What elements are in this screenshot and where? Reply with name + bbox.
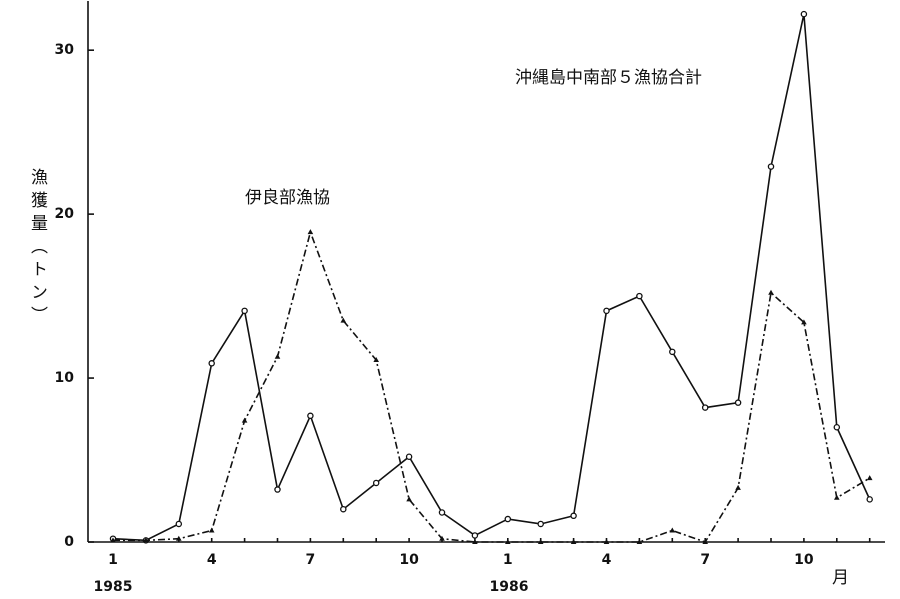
point — [241, 417, 248, 423]
point — [274, 486, 281, 493]
x-tick-label: 4 — [207, 552, 217, 568]
series-line — [113, 229, 871, 543]
x-unit-label: 月 — [832, 568, 849, 588]
point — [175, 520, 183, 528]
x-tick-label: 1 — [503, 552, 513, 568]
point — [274, 353, 281, 359]
point — [406, 496, 412, 502]
x-tick-label: 7 — [700, 552, 710, 568]
point — [866, 475, 873, 481]
y-tick-label: 20 — [55, 206, 75, 222]
point — [537, 539, 544, 544]
point — [340, 505, 347, 513]
y-tick-label: 10 — [55, 370, 75, 386]
point — [636, 539, 643, 544]
x-tick-label: 1 — [108, 552, 118, 568]
point — [110, 537, 116, 543]
series-label: 伊良部漁協 — [245, 188, 330, 208]
point — [208, 527, 215, 533]
point — [439, 535, 445, 541]
x-tick-label: 10 — [399, 552, 419, 568]
point — [768, 289, 774, 295]
x-tick-label: 7 — [306, 552, 316, 568]
point — [570, 512, 577, 520]
point — [866, 496, 873, 503]
point — [734, 399, 742, 406]
point — [176, 535, 182, 541]
y-axis-label: 漁獲量（トン） — [27, 168, 48, 329]
point — [702, 539, 708, 544]
x-tick-label: 10 — [794, 552, 814, 568]
point — [834, 494, 840, 500]
point — [505, 539, 511, 544]
point — [603, 307, 610, 315]
point — [603, 539, 610, 544]
point — [701, 404, 709, 411]
point — [143, 537, 149, 543]
point — [340, 317, 347, 323]
point — [241, 307, 248, 315]
point — [405, 453, 413, 461]
point — [669, 527, 676, 533]
point — [570, 539, 577, 544]
point — [669, 348, 676, 356]
point — [504, 515, 512, 523]
year-label: 1985 — [94, 579, 133, 595]
point — [801, 319, 807, 325]
point — [537, 520, 544, 528]
point — [636, 292, 643, 300]
point — [833, 423, 841, 431]
point — [471, 532, 479, 539]
point — [472, 539, 478, 544]
year-label: 1986 — [490, 579, 529, 595]
series-label: 沖縄島中南部５漁協合計 — [515, 68, 702, 88]
point — [372, 479, 380, 487]
y-tick-label: 0 — [64, 534, 74, 550]
x-tick-label: 4 — [602, 552, 612, 568]
point — [438, 509, 446, 516]
point — [307, 412, 314, 420]
point — [208, 360, 215, 367]
series-line — [112, 13, 871, 542]
point — [800, 10, 808, 18]
y-tick-label: 30 — [55, 42, 75, 58]
point — [767, 163, 775, 170]
point — [307, 229, 314, 235]
point — [735, 484, 741, 490]
point — [373, 357, 379, 363]
